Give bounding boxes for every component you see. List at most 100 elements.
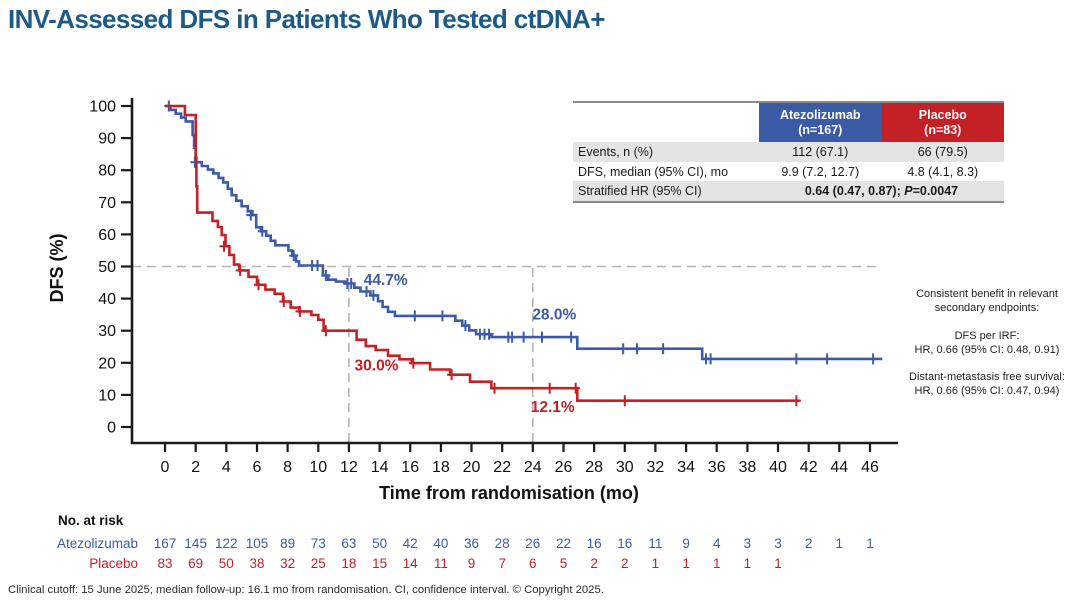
svg-text:36: 36 bbox=[464, 536, 479, 551]
svg-text:5: 5 bbox=[560, 556, 568, 571]
hazard-ratio-value: 0.64 (0.47, 0.87); P=0.0047 bbox=[759, 184, 1004, 198]
note-heading-line2: secondary endpoints: bbox=[934, 302, 1040, 315]
stats-row-events: Events, n (%) 112 (67.1) 66 (79.5) bbox=[573, 142, 1004, 162]
svg-text:8: 8 bbox=[283, 459, 292, 476]
svg-text:2: 2 bbox=[621, 556, 629, 571]
axes bbox=[121, 98, 898, 452]
svg-text:10: 10 bbox=[309, 459, 327, 476]
svg-text:1: 1 bbox=[713, 556, 721, 571]
svg-text:20: 20 bbox=[98, 355, 116, 372]
svg-text:4: 4 bbox=[713, 536, 721, 551]
x-tick-labels: 0 2 4 6 8 10 12 14 16 18 20 22 24 26 28 30 32 34 36 38 40 42 4… bbox=[161, 459, 879, 476]
p-symbol: P bbox=[904, 184, 913, 199]
svg-text:40: 40 bbox=[98, 291, 116, 308]
note-dmfs-value: HR, 0.66 (95% CI: 0.47, 0.94) bbox=[914, 385, 1060, 398]
svg-text:15: 15 bbox=[372, 556, 387, 571]
svg-text:105: 105 bbox=[246, 536, 269, 551]
y-ticks bbox=[121, 104, 132, 429]
annotation-30.0pct: 30.0% bbox=[355, 358, 399, 375]
svg-text:11: 11 bbox=[648, 536, 662, 551]
y-tick-labels: 0 10 20 30 40 50 60 70 80 90 100 bbox=[89, 99, 116, 437]
stats-table-col-atezolizumab: Atezolizumab (n=167) bbox=[759, 103, 882, 142]
svg-text:12: 12 bbox=[340, 459, 358, 476]
svg-text:38: 38 bbox=[249, 556, 264, 571]
svg-text:70: 70 bbox=[98, 195, 116, 212]
svg-text:1: 1 bbox=[652, 556, 660, 571]
svg-text:9: 9 bbox=[682, 536, 690, 551]
p-value-text: =0.0047 bbox=[912, 184, 959, 199]
note-dfs-irf-value: HR, 0.66 (95% CI: 0.48, 0.91) bbox=[914, 343, 1060, 356]
note-heading-line1: Consistent benefit in relevant bbox=[916, 288, 1058, 300]
x-ticks bbox=[163, 443, 872, 452]
svg-text:1: 1 bbox=[836, 536, 844, 551]
median-dfs-placebo: 4.8 (4.1, 8.3) bbox=[907, 164, 979, 179]
svg-text:2: 2 bbox=[805, 536, 813, 551]
svg-text:22: 22 bbox=[556, 536, 571, 551]
svg-text:1: 1 bbox=[866, 536, 874, 551]
note-dmfs: Distant-metastasis free survival: HR, 0.… bbox=[889, 370, 1080, 399]
col-placebo-name: Placebo bbox=[918, 107, 967, 122]
at-risk-label: No. at risk bbox=[58, 513, 124, 528]
note-heading: Consistent benefit in relevant secondary… bbox=[889, 287, 1080, 316]
at-risk-group-placebo: Placebo bbox=[89, 556, 138, 571]
atezolizumab-curve bbox=[165, 104, 883, 361]
svg-text:90: 90 bbox=[98, 131, 116, 148]
atezolizumab-censor-marks bbox=[164, 100, 878, 365]
svg-text:10: 10 bbox=[98, 387, 116, 404]
events-label: Events, n (%) bbox=[578, 144, 654, 159]
at-risk-group-atezolizumab: Atezolizumab bbox=[57, 536, 138, 551]
svg-text:42: 42 bbox=[800, 459, 818, 476]
svg-text:14: 14 bbox=[371, 459, 389, 476]
svg-text:42: 42 bbox=[403, 536, 418, 551]
svg-text:3: 3 bbox=[774, 536, 782, 551]
svg-text:50: 50 bbox=[372, 536, 387, 551]
svg-text:63: 63 bbox=[341, 536, 356, 551]
svg-text:30: 30 bbox=[98, 323, 116, 340]
svg-text:7: 7 bbox=[498, 556, 506, 571]
stats-row-hazard-ratio: Stratified HR (95% CI) 0.64 (0.47, 0.87)… bbox=[573, 181, 1004, 202]
stats-table-col-placebo: Placebo (n=83) bbox=[881, 103, 1004, 142]
annotation-28.0pct: 28.0% bbox=[532, 307, 576, 324]
svg-text:24: 24 bbox=[524, 459, 542, 476]
svg-text:26: 26 bbox=[525, 536, 540, 551]
svg-text:60: 60 bbox=[98, 227, 116, 244]
note-dfs-irf-title: DFS per IRF: bbox=[954, 329, 1020, 342]
svg-text:9: 9 bbox=[468, 556, 476, 571]
svg-text:1: 1 bbox=[744, 556, 752, 571]
svg-text:89: 89 bbox=[280, 536, 295, 551]
col-atezolizumab-n: (n=167) bbox=[798, 122, 843, 137]
svg-text:69: 69 bbox=[188, 556, 203, 571]
svg-text:16: 16 bbox=[617, 536, 632, 551]
hr-value-text: 0.64 (0.47, 0.87); bbox=[804, 184, 905, 199]
median-dfs-atezolizumab: 9.9 (7.2, 12.7) bbox=[781, 164, 860, 179]
svg-text:40: 40 bbox=[433, 536, 448, 551]
col-atezolizumab-name: Atezolizumab bbox=[779, 107, 861, 122]
svg-text:16: 16 bbox=[587, 536, 602, 551]
svg-text:11: 11 bbox=[434, 556, 448, 571]
col-placebo-n: (n=83) bbox=[924, 122, 962, 137]
svg-text:2: 2 bbox=[191, 459, 200, 476]
svg-text:46: 46 bbox=[861, 459, 879, 476]
svg-text:2: 2 bbox=[590, 556, 598, 571]
placebo-censor-marks bbox=[219, 240, 801, 407]
svg-text:1: 1 bbox=[682, 556, 690, 571]
svg-text:36: 36 bbox=[708, 459, 726, 476]
stats-table-header: Atezolizumab (n=167) Placebo (n=83) bbox=[573, 103, 1004, 142]
svg-text:50: 50 bbox=[219, 556, 234, 571]
svg-text:100: 100 bbox=[89, 99, 116, 116]
svg-text:22: 22 bbox=[493, 459, 511, 476]
svg-text:34: 34 bbox=[677, 459, 695, 476]
svg-text:0: 0 bbox=[161, 459, 170, 476]
events-atezolizumab: 112 (67.1) bbox=[792, 144, 849, 159]
median-dfs-label: DFS, median (95% CI), mo bbox=[578, 164, 729, 179]
hazard-ratio-label: Stratified HR (95% CI) bbox=[578, 184, 702, 199]
note-dmfs-title: Distant-metastasis free survival: bbox=[909, 371, 1065, 384]
reference-lines bbox=[132, 265, 881, 442]
svg-text:6: 6 bbox=[529, 556, 537, 571]
svg-text:4: 4 bbox=[222, 459, 231, 476]
svg-text:14: 14 bbox=[403, 556, 419, 571]
stats-table-corner-cell bbox=[573, 103, 759, 142]
svg-text:32: 32 bbox=[647, 459, 665, 476]
